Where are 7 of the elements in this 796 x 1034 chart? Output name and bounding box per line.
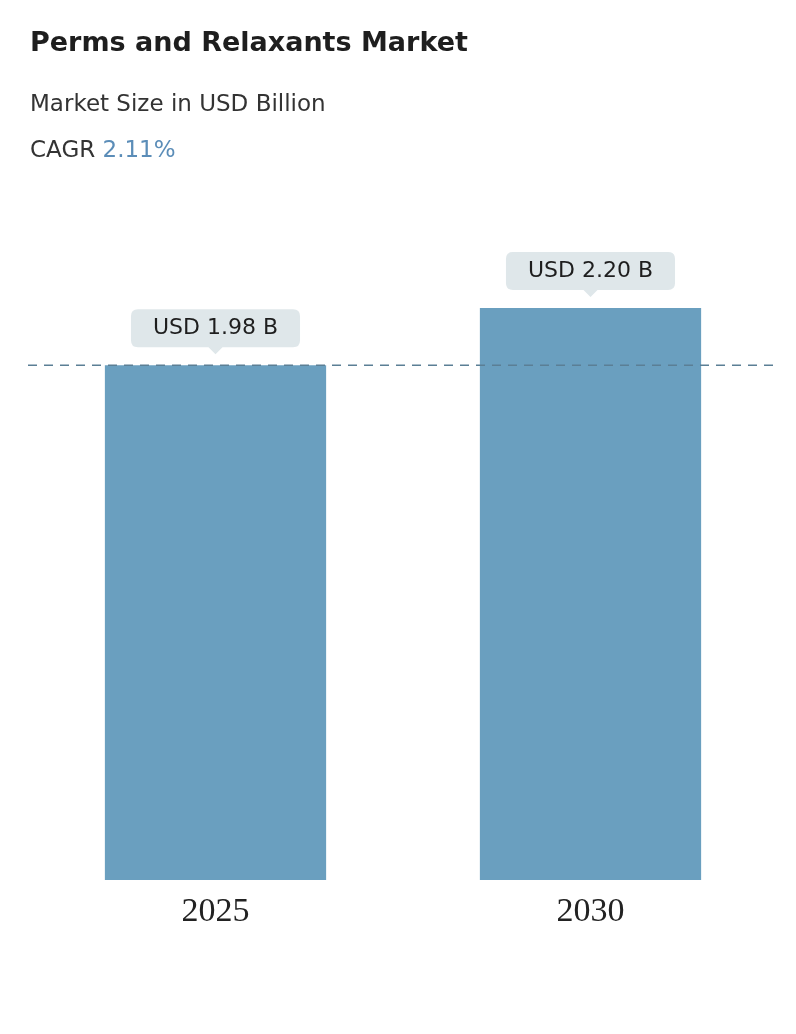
- text: CAGR 2.11%: [30, 136, 176, 162]
- x-tick-label: 2030: [556, 891, 625, 929]
- data-label: USD 2.20 B: [527, 256, 654, 282]
- data-label: USD 1.98 B: [152, 313, 279, 339]
- chart-title: Perms and Relaxants Market: [30, 26, 468, 57]
- chart-subtitle: Market Size in USD Billion: [30, 90, 326, 116]
- x-tick-label: 2025: [181, 891, 250, 929]
